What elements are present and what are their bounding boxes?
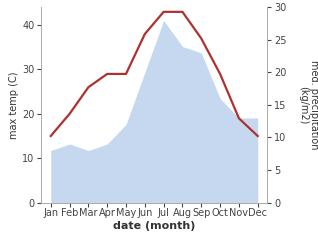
X-axis label: date (month): date (month) — [113, 221, 196, 231]
Y-axis label: max temp (C): max temp (C) — [9, 71, 19, 139]
Y-axis label: med. precipitation
(kg/m2): med. precipitation (kg/m2) — [298, 60, 318, 150]
